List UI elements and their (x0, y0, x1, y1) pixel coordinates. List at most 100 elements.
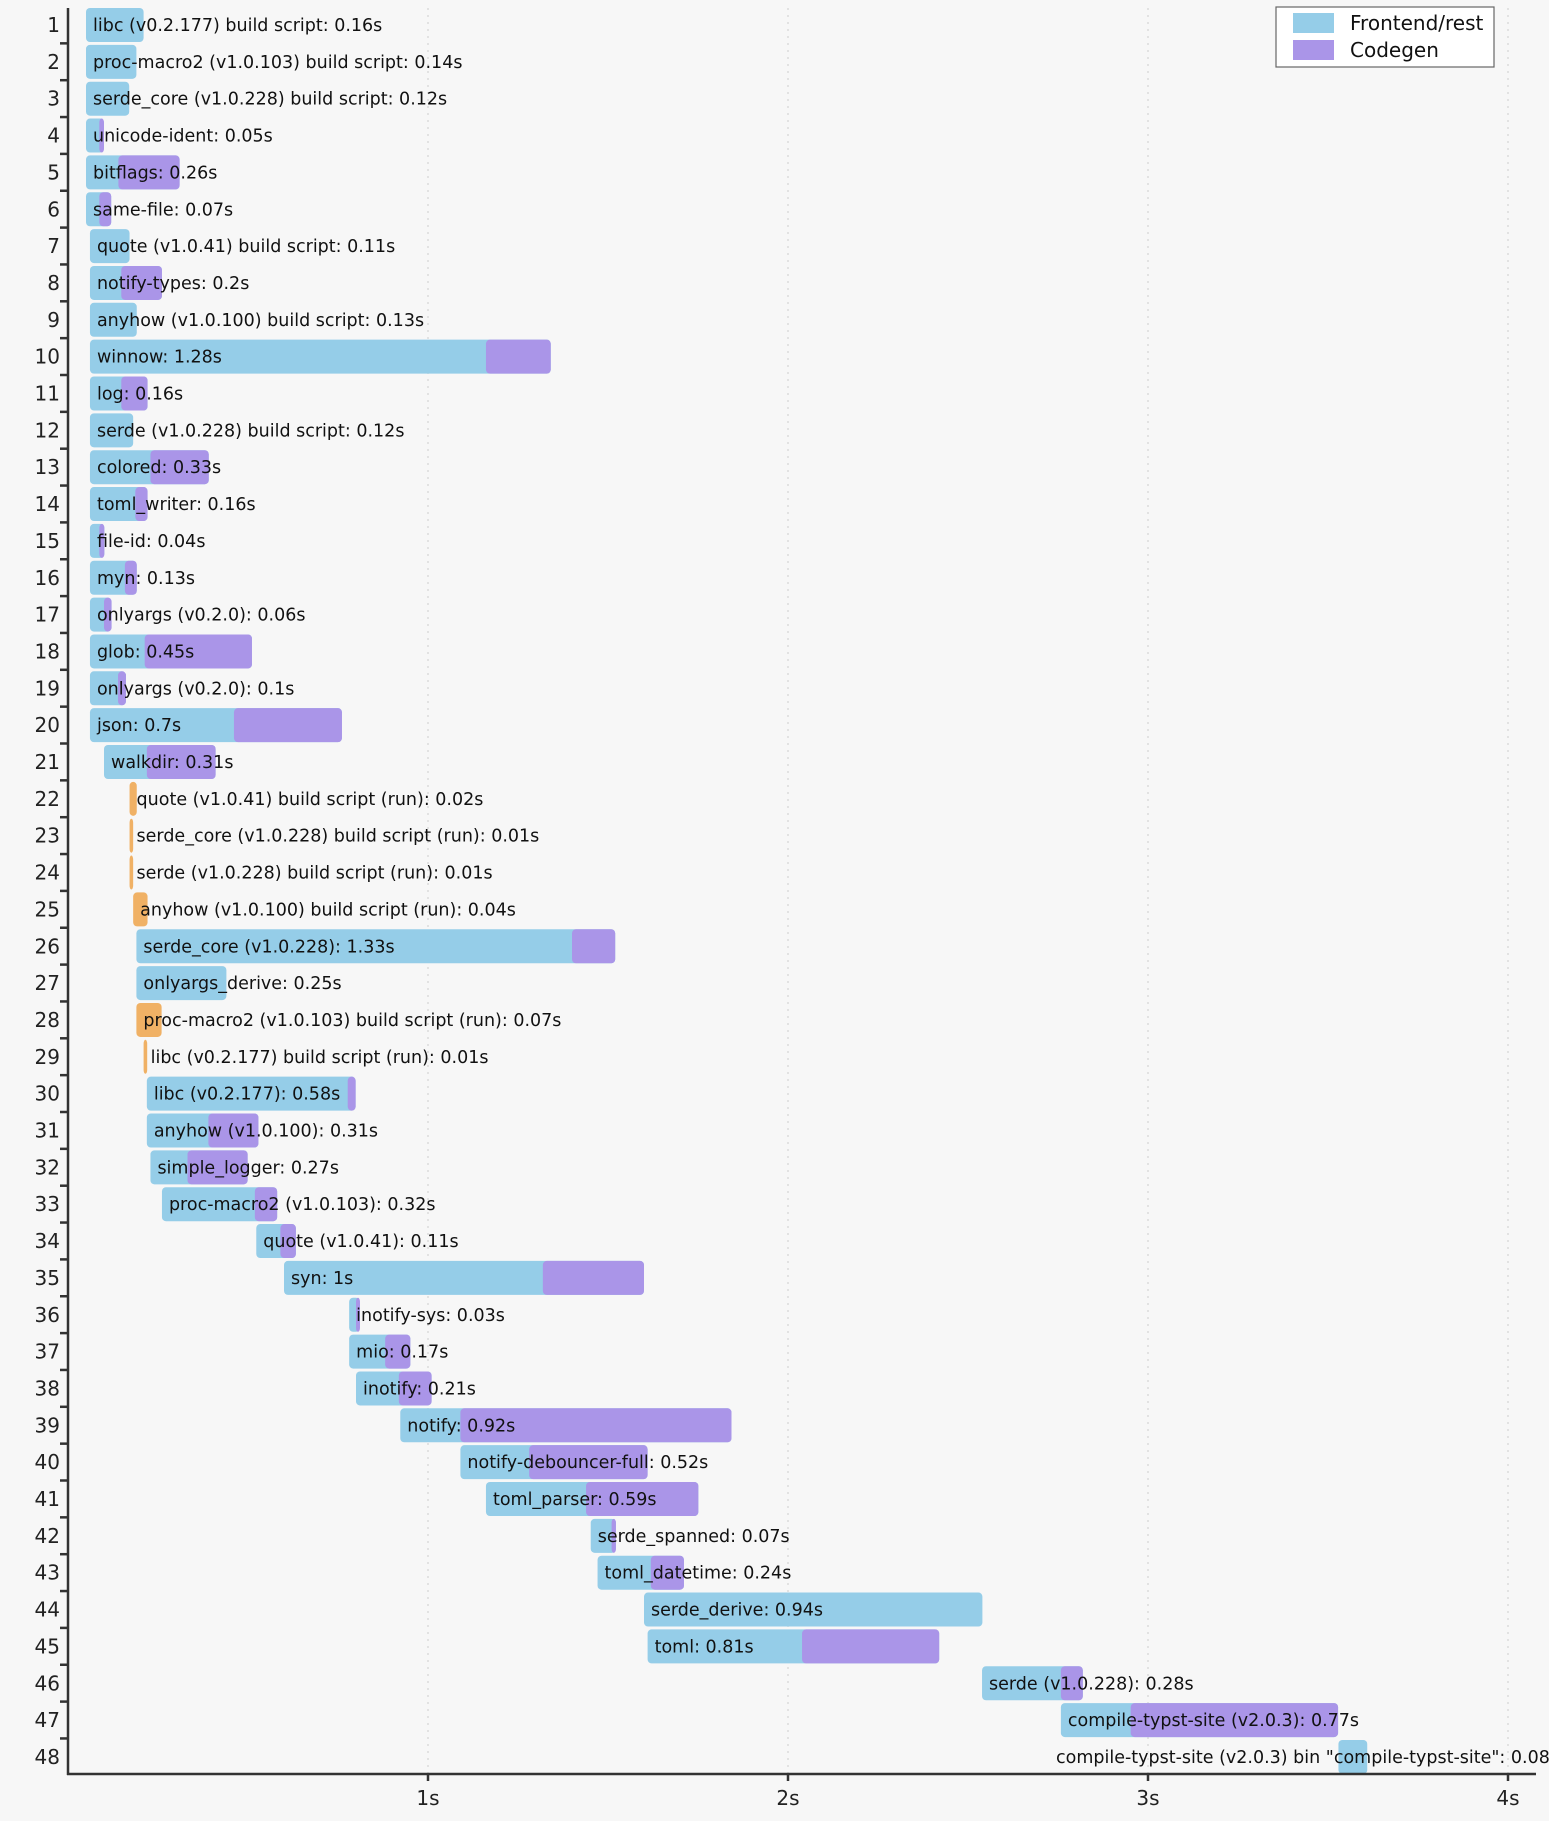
row-number-40: 40 (35, 1450, 60, 1474)
unit-bar-12[interactable] (89, 413, 134, 448)
unit-bar-15[interactable] (89, 523, 105, 558)
unit-bar-24[interactable] (129, 855, 134, 890)
run-segment (143, 1039, 148, 1074)
unit-label-15: file-id: 0.04s (97, 532, 205, 552)
x-tick-label-2s: 2s (776, 1786, 799, 1810)
unit-bar-45[interactable] (647, 1629, 940, 1664)
row-number-42: 42 (35, 1524, 60, 1548)
unit-label-47: compile-typst-site (v2.0.3): 0.77s (1068, 1711, 1359, 1731)
codegen-segment (233, 708, 342, 743)
axes: 1234567891011121314151617181920212223242… (35, 8, 1536, 1810)
unit-bar-34[interactable] (256, 1224, 296, 1259)
unit-bar-11[interactable] (89, 376, 148, 411)
unit-label-6: same-file: 0.07s (93, 200, 233, 220)
row-number-31: 31 (35, 1119, 60, 1143)
unit-label-30: libc (v0.2.177): 0.58s (154, 1085, 340, 1105)
unit-label-31: anyhow (v1.0.100): 0.31s (154, 1122, 378, 1142)
codegen-segment (802, 1629, 940, 1664)
unit-bar-37[interactable] (349, 1334, 411, 1369)
unit-bar-33[interactable] (161, 1187, 278, 1222)
frontend-segment (89, 302, 137, 337)
unit-bar-36[interactable] (349, 1297, 360, 1332)
unit-bar-29[interactable] (143, 1039, 148, 1074)
unit-label-2: proc-macro2 (v1.0.103) build script: 0.1… (93, 53, 462, 73)
unit-bar-3[interactable] (86, 81, 130, 116)
unit-bar-21[interactable] (104, 745, 216, 779)
row-number-7: 7 (47, 234, 60, 258)
unit-label-17: onlyargs (v0.2.0): 0.06s (97, 606, 306, 626)
unit-bar-27[interactable] (136, 966, 227, 1001)
unit-bar-44[interactable] (644, 1592, 983, 1627)
unit-bar-6[interactable] (86, 192, 112, 227)
frontend-segment (89, 413, 134, 448)
unit-bar-31[interactable] (146, 1113, 259, 1148)
unit-label-8: notify-types: 0.2s (97, 274, 249, 294)
unit-bar-16[interactable] (89, 560, 137, 595)
row-number-11: 11 (35, 382, 60, 406)
codegen-segment (460, 1408, 732, 1443)
unit-bar-39[interactable] (400, 1408, 732, 1443)
unit-bar-2[interactable] (86, 44, 137, 79)
unit-label-9: anyhow (v1.0.100) build script: 0.13s (97, 311, 424, 331)
unit-label-16: myn: 0.13s (97, 569, 195, 589)
unit-label-27: onlyargs_derive: 0.25s (143, 974, 341, 994)
codegen-segment (99, 192, 112, 227)
codegen-segment (385, 1334, 411, 1369)
unit-bar-47[interactable] (1060, 1703, 1339, 1738)
unit-bar-8[interactable] (89, 265, 162, 300)
unit-bar-26[interactable] (136, 929, 616, 964)
unit-bar-10[interactable] (89, 339, 551, 374)
unit-label-18: glob: 0.45s (97, 642, 194, 662)
unit-label-44: serde_derive: 0.94s (651, 1601, 823, 1621)
row-number-47: 47 (35, 1708, 60, 1732)
unit-bar-9[interactable] (89, 302, 137, 337)
unit-bar-14[interactable] (89, 487, 148, 522)
unit-bar-35[interactable] (284, 1260, 644, 1295)
row-number-29: 29 (35, 1045, 60, 1069)
unit-bar-23[interactable] (129, 818, 134, 853)
unit-label-41: toml_parser: 0.59s (493, 1490, 657, 1510)
unit-bar-30[interactable] (146, 1076, 356, 1111)
unit-bar-20[interactable] (89, 708, 342, 743)
unit-bar-42[interactable] (590, 1518, 616, 1553)
unit-bar-38[interactable] (356, 1371, 432, 1406)
unit-label-28: proc-macro2 (v1.0.103) build script (run… (143, 1011, 561, 1031)
row-number-12: 12 (35, 418, 60, 442)
unit-bar-43[interactable] (597, 1555, 684, 1590)
unit-bar-41[interactable] (485, 1482, 699, 1516)
unit-bar-4[interactable] (86, 118, 104, 153)
unit-bar-7[interactable] (89, 229, 130, 264)
unit-label-4: unicode-ident: 0.05s (93, 127, 273, 147)
row-number-27: 27 (35, 971, 60, 995)
row-number-41: 41 (35, 1487, 60, 1511)
unit-bar-28[interactable] (136, 1002, 162, 1037)
unit-bar-22[interactable] (129, 781, 137, 816)
row-number-26: 26 (35, 934, 60, 958)
unit-bar-46[interactable] (982, 1666, 1083, 1701)
unit-bar-32[interactable] (150, 1150, 248, 1185)
frontend-segment (146, 1076, 356, 1111)
legend-label-frontend: Frontend/rest (1350, 11, 1484, 35)
codegen-segment (611, 1518, 616, 1553)
unit-bar-5[interactable] (86, 155, 180, 190)
codegen-segment (347, 1076, 356, 1111)
unit-label-23: serde_core (v1.0.228) build script (run)… (137, 827, 540, 847)
row-number-35: 35 (35, 1266, 60, 1290)
unit-label-38: inotify: 0.21s (363, 1379, 476, 1399)
unit-label-21: walkdir: 0.31s (111, 753, 233, 773)
row-number-34: 34 (35, 1229, 60, 1253)
unit-bar-13[interactable] (89, 450, 209, 485)
frontend-segment (136, 966, 227, 1001)
row-number-5: 5 (47, 160, 60, 184)
unit-bar-17[interactable] (89, 597, 112, 632)
unit-bar-25[interactable] (133, 892, 148, 927)
codegen-segment (187, 1150, 248, 1185)
unit-bar-40[interactable] (460, 1445, 648, 1480)
unit-label-7: quote (v1.0.41) build script: 0.11s (97, 237, 395, 257)
row-number-23: 23 (35, 824, 60, 848)
run-segment (133, 892, 148, 927)
unit-bar-1[interactable] (86, 8, 144, 42)
unit-bar-19[interactable] (89, 671, 126, 706)
unit-bar-18[interactable] (89, 634, 252, 669)
unit-bar-48[interactable] (1338, 1739, 1368, 1774)
